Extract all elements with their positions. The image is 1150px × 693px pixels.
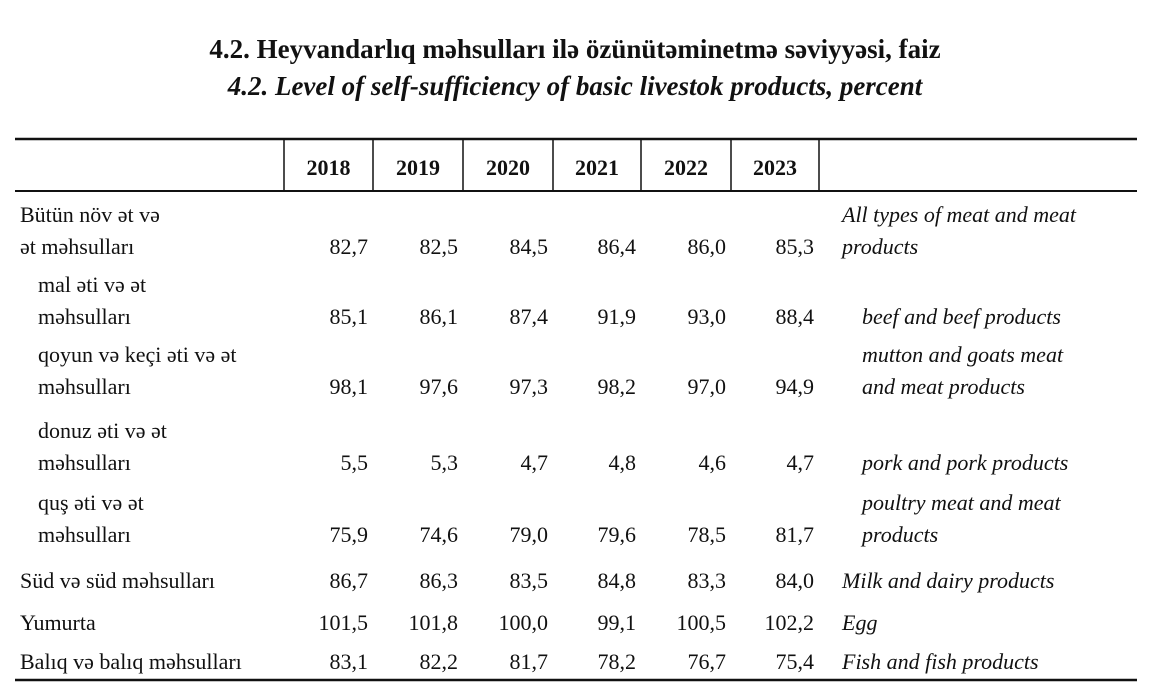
cell-value: 74,6 xyxy=(420,522,459,547)
cell-value: 86,1 xyxy=(420,304,459,329)
cell-value: 100,0 xyxy=(499,610,549,635)
cell-value: 97,6 xyxy=(420,374,459,399)
cell-value: 83,3 xyxy=(688,568,727,593)
cell-value: 83,5 xyxy=(510,568,549,593)
cell-value: 93,0 xyxy=(688,304,727,329)
cell-value: 85,3 xyxy=(776,234,815,259)
cell-value: 101,5 xyxy=(319,610,369,635)
cell-value: 82,5 xyxy=(420,234,459,259)
cell-value: 5,5 xyxy=(341,450,369,475)
cell-value: 5,3 xyxy=(431,450,459,475)
row-label-en: All types of meat and meat xyxy=(840,202,1077,227)
row-label-en: Milk and dairy products xyxy=(841,568,1054,593)
cell-value: 82,2 xyxy=(420,649,459,674)
cell-value: 78,5 xyxy=(688,522,727,547)
cell-value: 98,2 xyxy=(598,374,637,399)
row-label-en: mutton and goats meat xyxy=(862,342,1064,367)
row-label-az: donuz əti və ət xyxy=(38,418,167,443)
row-label-az: məhsulları xyxy=(38,374,131,399)
cell-value: 84,5 xyxy=(510,234,549,259)
row-label-az: quş əti və ət xyxy=(38,490,144,515)
cell-value: 100,5 xyxy=(677,610,727,635)
cell-value: 79,6 xyxy=(598,522,637,547)
cell-value: 99,1 xyxy=(598,610,637,635)
cell-value: 97,3 xyxy=(510,374,549,399)
cell-value: 91,9 xyxy=(598,304,637,329)
row-label-az: Yumurta xyxy=(20,610,96,635)
title-en: 4.2. Level of self-sufficiency of basic … xyxy=(227,71,924,101)
row-label-en: products xyxy=(840,234,918,259)
cell-value: 86,0 xyxy=(688,234,727,259)
row-label-az: qoyun və keçi əti və ət xyxy=(38,342,237,367)
cell-value: 101,8 xyxy=(409,610,459,635)
cell-value: 81,7 xyxy=(510,649,549,674)
cell-value: 86,3 xyxy=(420,568,459,593)
cell-value: 102,2 xyxy=(765,610,815,635)
cell-value: 98,1 xyxy=(330,374,369,399)
row-label-az: mal əti və ət xyxy=(38,272,146,297)
row-label-en: products xyxy=(860,522,938,547)
row-label-az: ət məhsulları xyxy=(20,234,134,259)
cell-value: 97,0 xyxy=(688,374,727,399)
row-label-en: poultry meat and meat xyxy=(860,490,1061,515)
column-header: 2022 xyxy=(664,155,708,180)
cell-value: 83,1 xyxy=(330,649,369,674)
row-label-az: məhsulları xyxy=(38,522,131,547)
cell-value: 75,4 xyxy=(776,649,815,674)
cell-value: 84,8 xyxy=(598,568,637,593)
cell-value: 82,7 xyxy=(330,234,369,259)
column-header: 2023 xyxy=(753,155,797,180)
row-label-en: Fish and fish products xyxy=(841,649,1039,674)
column-header: 2019 xyxy=(396,155,440,180)
cell-value: 86,7 xyxy=(330,568,369,593)
row-label-en: pork and pork products xyxy=(860,450,1068,475)
row-label-en: and meat products xyxy=(862,374,1025,399)
column-header: 2018 xyxy=(307,155,351,180)
row-label-az: məhsulları xyxy=(38,450,131,475)
cell-value: 79,0 xyxy=(510,522,549,547)
cell-value: 76,7 xyxy=(688,649,727,674)
cell-value: 85,1 xyxy=(330,304,369,329)
cell-value: 75,9 xyxy=(330,522,369,547)
cell-value: 78,2 xyxy=(598,649,637,674)
cell-value: 4,8 xyxy=(609,450,637,475)
row-label-az: Bütün növ ət və xyxy=(20,202,160,227)
column-header: 2021 xyxy=(575,155,619,180)
header-dividers xyxy=(283,139,820,191)
cell-value: 81,7 xyxy=(776,522,815,547)
cell-value: 94,9 xyxy=(776,374,815,399)
cell-value: 84,0 xyxy=(776,568,815,593)
column-header: 2020 xyxy=(486,155,530,180)
cell-value: 4,7 xyxy=(787,450,815,475)
row-label-az: Balıq və balıq məhsulları xyxy=(20,649,242,674)
cell-value: 87,4 xyxy=(510,304,549,329)
cell-value: 4,7 xyxy=(521,450,549,475)
row-label-az: məhsulları xyxy=(38,304,131,329)
cell-value: 4,6 xyxy=(699,450,727,475)
cell-value: 86,4 xyxy=(598,234,637,259)
row-label-en: Egg xyxy=(841,610,877,635)
row-label-az: Süd və süd məhsulları xyxy=(20,568,215,593)
row-label-en: beef and beef products xyxy=(862,304,1061,329)
cell-value: 88,4 xyxy=(776,304,815,329)
title-az: 4.2. Heyvandarlıq məhsulları ilə özünütə… xyxy=(209,34,940,64)
